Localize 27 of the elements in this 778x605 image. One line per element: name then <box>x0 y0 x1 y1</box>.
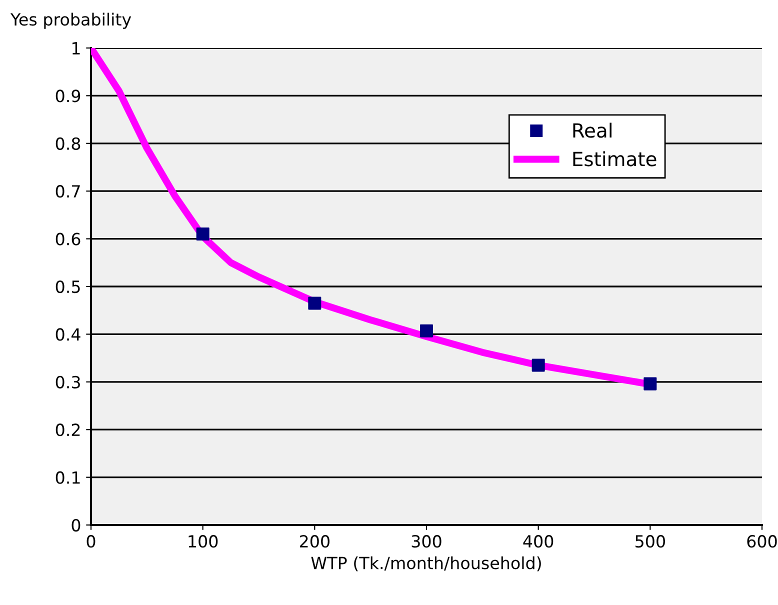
y-tick-label: 0.1 <box>56 471 80 484</box>
x-axis-title: WTP (Tk./month/household) <box>311 556 541 572</box>
point <box>420 324 434 338</box>
point <box>196 228 210 241</box>
y-tick-label: 0.7 <box>56 185 80 198</box>
y-tick-label: 0.2 <box>56 424 80 436</box>
legend-label: Estimate <box>573 151 656 166</box>
y-tick-label: 0.6 <box>56 232 80 246</box>
x-tick-label: 600 <box>747 535 777 548</box>
x-tick-label: 100 <box>188 535 218 548</box>
x-tick-label: 300 <box>412 535 442 548</box>
x-tick-label: 400 <box>523 535 554 548</box>
y-tick-label: 0.4 <box>56 328 80 341</box>
y-tick-label: 0.8 <box>56 137 80 150</box>
x-tick-label: 500 <box>636 535 665 548</box>
legend-label: Real <box>573 122 612 138</box>
point <box>532 358 545 372</box>
y-tick-label: 0 <box>72 518 80 532</box>
point <box>644 377 657 390</box>
point <box>308 296 322 310</box>
x-tick-label: 200 <box>300 535 330 548</box>
y-axis-title: Yes probability <box>10 12 132 29</box>
y-tick-label: 0.5 <box>56 280 80 294</box>
y-tick-label: 0.9 <box>56 90 80 102</box>
y-tick-label: 1 <box>72 42 80 54</box>
x-tick-label: 0 <box>86 535 96 548</box>
y-tick-label: 0.3 <box>56 376 80 388</box>
